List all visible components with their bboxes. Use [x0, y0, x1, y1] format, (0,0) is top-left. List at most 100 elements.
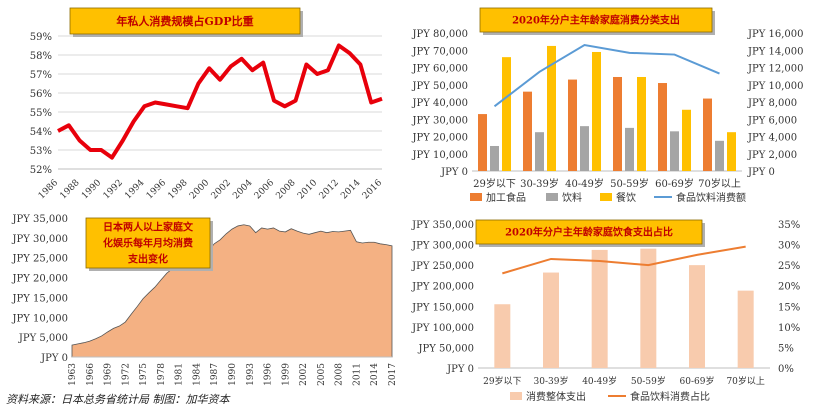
x-tick-label: 2010: [296, 178, 319, 200]
chart-title: 支出变化: [127, 253, 168, 266]
x-tick-label: 40-49岁: [582, 375, 617, 387]
x-tick-label: 1978: [157, 363, 167, 386]
y-tick-label-right: JPY 8,000: [747, 98, 797, 109]
x-tick-label: 60-69岁: [655, 177, 694, 190]
x-tick-label: 29岁以下: [483, 375, 521, 387]
x-tick-label: 1963: [68, 363, 78, 386]
y-tick-label-left: JPY 200,000: [411, 282, 474, 293]
y-tick-label-left: JPY 80,000: [411, 29, 468, 40]
bar-加工食品: [478, 114, 487, 171]
title-box: [479, 7, 713, 33]
x-tick-label: 2017: [388, 363, 398, 386]
legend-swatch: [470, 193, 482, 201]
chart-title: 日本两人以上家庭文: [103, 221, 194, 234]
bar-餐饮: [727, 132, 736, 171]
bar-消费整体支出: [543, 272, 559, 368]
bar-消费整体支出: [640, 248, 657, 368]
bar-饮料: [670, 131, 679, 171]
x-tick-label: 1966: [86, 363, 96, 386]
y-tick-label-left: JPY 50,000: [411, 81, 468, 92]
bar-饮料: [715, 140, 724, 171]
chart-title: 2020年分户主年龄家庭消费分类支出: [512, 14, 680, 27]
y-tick-label: JPY 15,000: [11, 293, 68, 304]
y-tick-label-right: 35%: [778, 220, 800, 231]
x-tick-label: 2012: [318, 178, 341, 200]
x-tick-label: 1987: [210, 363, 220, 386]
y-tick-label: 58%: [30, 51, 52, 62]
y-tick-label-left: JPY 150,000: [411, 302, 474, 313]
bar-餐饮: [682, 109, 691, 171]
y-tick-label-right: 10%: [778, 323, 800, 334]
legend-label: 消费整体支出: [526, 390, 586, 403]
y-tick-label: 56%: [30, 89, 52, 100]
x-tick-label: 60-69岁: [680, 375, 715, 387]
legend-label: 加工食品: [486, 191, 526, 204]
y-tick-label-left: JPY 300,000: [411, 241, 474, 252]
x-tick-label: 50-59岁: [631, 375, 666, 387]
bar-消费整体支出: [591, 249, 608, 368]
x-tick-label: 1984: [192, 363, 202, 386]
series-line: [57, 43, 383, 160]
x-tick-label: 2016: [361, 178, 384, 200]
title-box: [85, 217, 211, 269]
y-tick-label-left: JPY 100,000: [411, 323, 474, 334]
y-tick-label-left: JPY 10,000: [411, 150, 468, 161]
y-tick-label-left: JPY 250,000: [411, 261, 474, 272]
bar-饮料: [490, 145, 499, 171]
y-tick-label: 53%: [30, 146, 52, 157]
y-tick-label: JPY 30,000: [11, 234, 68, 245]
y-tick-label-left: JPY 0: [440, 167, 468, 178]
y-tick-label: 54%: [30, 127, 52, 138]
bar-加工食品: [613, 76, 622, 171]
x-tick-label: 1990: [228, 363, 238, 386]
x-tick-label: 30-39岁: [534, 375, 569, 387]
y-tick-label: 55%: [30, 108, 52, 119]
x-tick-label: 2005: [317, 363, 327, 386]
x-tick-label: 1996: [264, 363, 274, 386]
x-tick-label: 2004: [231, 178, 254, 200]
y-tick-label-right: 5%: [778, 343, 794, 354]
bar-餐饮: [637, 76, 646, 171]
legend-swatch: [600, 193, 612, 201]
y-tick-label-left: JPY 40,000: [411, 98, 468, 109]
legend-label: 餐饮: [616, 191, 636, 204]
chart-gdp-consumption-share: 52% 53% 54% 55% 56% 57% 58% 59% 1986198819901992…: [30, 7, 384, 200]
bar-餐饮: [502, 57, 511, 171]
x-tick-label: 1988: [58, 178, 81, 200]
x-tick-label: 1990: [80, 178, 103, 200]
x-tick-label: 70岁以上: [698, 177, 741, 190]
series-line: [502, 245, 746, 275]
y-tick-label-right: 15%: [778, 302, 800, 313]
bar-餐饮: [547, 45, 556, 171]
series-line: [493, 44, 720, 108]
x-tick-label: 1998: [166, 178, 189, 200]
y-tick-label: 59%: [30, 32, 52, 43]
x-tick-label: 1992: [102, 178, 125, 200]
y-tick-label-right: 25%: [778, 261, 800, 272]
bar-饮料: [535, 132, 544, 171]
x-tick-label: 1999: [281, 363, 291, 386]
y-tick-label-left: JPY 70,000: [411, 46, 468, 57]
x-tick-label: 2008: [335, 363, 345, 386]
y-tick-label: JPY 10,000: [11, 313, 68, 324]
x-tick-label: 1981: [175, 363, 185, 386]
y-tick-label: 57%: [30, 70, 52, 81]
legend-swatch: [546, 193, 558, 201]
x-tick-label: 2011: [352, 363, 362, 386]
y-tick-label-left: JPY 20,000: [411, 133, 468, 144]
legend-swatch: [510, 392, 522, 400]
y-tick-label-right: JPY 16,000: [747, 29, 804, 40]
y-tick-label: JPY 35,000: [11, 214, 68, 225]
y-tick-label: JPY 25,000: [11, 254, 68, 265]
x-tick-label: 2002: [299, 363, 309, 386]
x-tick-label: 2014: [339, 178, 362, 200]
x-tick-label: 2008: [274, 178, 297, 200]
y-tick-label-right: 0%: [778, 364, 794, 375]
y-tick-label-right: 20%: [778, 282, 800, 293]
bar-加工食品: [568, 79, 577, 171]
title-box: [475, 219, 703, 245]
y-tick-label-left: JPY 60,000: [411, 64, 468, 75]
chart-title: 年私人消费规模占GDP比重: [116, 14, 253, 28]
bar-餐饮: [592, 51, 601, 171]
x-tick-label: 1996: [145, 178, 168, 200]
